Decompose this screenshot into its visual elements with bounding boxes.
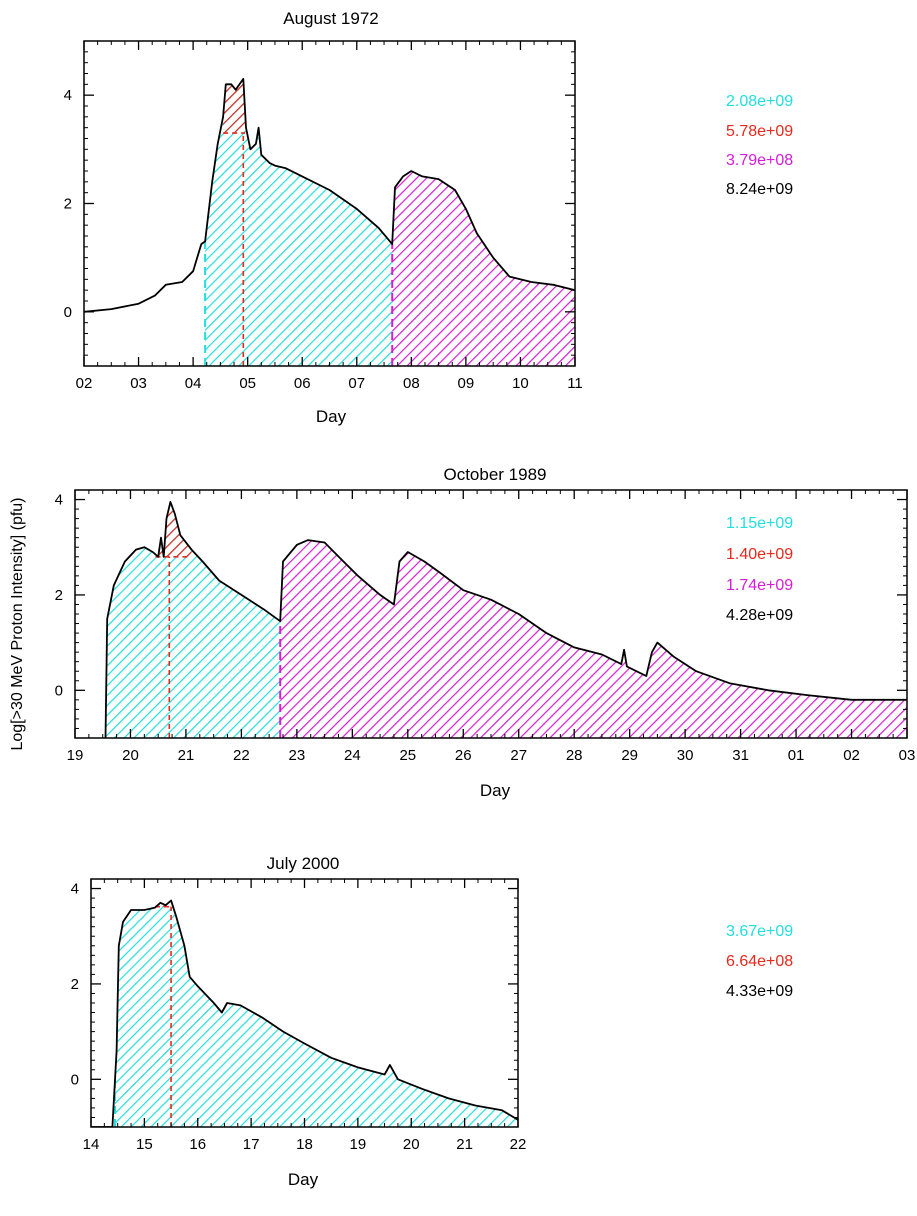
y-tick-label: 2	[71, 976, 79, 993]
y-tick-label: 0	[55, 682, 63, 699]
chart-panel-aug-1972: August 1972 Day 2.08e+09 5.78e+09 3.79e+…	[64, 9, 794, 426]
x-tick-label: 14	[83, 1136, 100, 1153]
x-tick-label: 18	[296, 1136, 313, 1153]
y-tick-label: 0	[71, 1071, 79, 1088]
x-tick-label: 02	[76, 375, 93, 392]
x-tick-label: 20	[403, 1136, 420, 1153]
x-tick-label: 29	[621, 747, 638, 764]
legend-entry: 4.28e+09	[726, 607, 793, 624]
shared-y-axis-label: Log[>30 MeV Proton Intensity] (pfu)	[9, 497, 26, 750]
plot-area	[91, 899, 518, 1127]
chart-title: July 2000	[267, 854, 340, 873]
y-tick-label: 4	[64, 87, 72, 104]
x-tick-label: 01	[788, 747, 805, 764]
x-tick-label: 25	[399, 747, 416, 764]
x-tick-label: 17	[243, 1136, 260, 1153]
chart-panel-jul-2000: July 2000 Day 3.67e+09 6.64e+08 4.33e+09…	[71, 854, 794, 1189]
legend-entry: 1.74e+09	[726, 577, 793, 594]
chart-title: October 1989	[443, 465, 546, 484]
legend-entry: 8.24e+09	[726, 181, 793, 198]
chart-panel-oct-1989: October 1989 Day 1.15e+09 1.40e+09 1.74e…	[55, 465, 916, 800]
x-tick-label: 21	[178, 747, 195, 764]
chart-title: August 1972	[283, 9, 378, 28]
x-tick-label: 19	[350, 1136, 367, 1153]
x-tick-label: 26	[455, 747, 472, 764]
cyan-hatched-area	[105, 501, 281, 738]
cyan-hatched-area	[115, 900, 518, 1127]
x-tick-label: 10	[512, 375, 529, 392]
legend: 3.67e+09 6.64e+08 4.33e+09	[726, 923, 793, 1000]
legend-entry: 6.64e+08	[726, 953, 793, 970]
legend-entry: 1.40e+09	[726, 546, 793, 563]
legend: 1.15e+09 1.40e+09 1.74e+09 4.28e+09	[726, 515, 793, 624]
x-tick-label: 22	[233, 747, 250, 764]
x-tick-label: 22	[510, 1136, 527, 1153]
x-tick-label: 31	[732, 747, 749, 764]
x-tick-label: 23	[289, 747, 306, 764]
intensity-curve	[84, 78, 575, 313]
x-tick-label: 09	[458, 375, 475, 392]
x-tick-label: 16	[189, 1136, 206, 1153]
x-axis-label: Day	[480, 781, 511, 800]
legend-entry: 3.79e+08	[726, 152, 793, 169]
x-tick-label: 03	[899, 747, 916, 764]
cyan-hatched-area	[205, 78, 393, 366]
x-axis-label: Day	[316, 407, 347, 426]
x-tick-label: 03	[130, 375, 147, 392]
x-tick-label: 02	[843, 747, 860, 764]
x-tick-label: 15	[136, 1136, 153, 1153]
y-tick-label: 2	[64, 196, 72, 213]
plot-area	[104, 501, 907, 738]
y-tick-label: 2	[55, 587, 63, 604]
legend-entry: 2.08e+09	[726, 93, 793, 110]
x-tick-label: 19	[67, 747, 84, 764]
legend-entry: 4.33e+09	[726, 983, 793, 1000]
legend: 2.08e+09 5.78e+09 3.79e+08 8.24e+09	[726, 93, 793, 198]
x-tick-label: 28	[566, 747, 583, 764]
x-tick-label: 06	[294, 375, 311, 392]
legend-entry: 3.67e+09	[726, 923, 793, 940]
x-tick-label: 05	[239, 375, 256, 392]
x-tick-label: 27	[510, 747, 527, 764]
x-tick-label: 11	[567, 375, 583, 392]
x-tick-label: 30	[677, 747, 694, 764]
plot-area	[84, 78, 575, 366]
magenta-hatched-area	[392, 171, 575, 366]
red-hatched-area	[155, 501, 192, 557]
y-tick-label: 0	[64, 304, 72, 321]
legend-entry: 1.15e+09	[726, 515, 793, 532]
intensity-curve	[91, 899, 518, 1127]
y-tick-label: 4	[55, 492, 63, 509]
x-axis-label: Day	[288, 1170, 319, 1189]
x-tick-label: 08	[403, 375, 420, 392]
y-tick-label: 4	[71, 881, 79, 898]
x-tick-label: 04	[185, 375, 202, 392]
x-tick-label: 24	[344, 747, 361, 764]
x-tick-label: 21	[456, 1136, 473, 1153]
legend-entry: 5.78e+09	[726, 123, 793, 140]
red-hatched-area	[155, 900, 174, 907]
red-hatched-area	[223, 78, 245, 134]
intensity-curve	[104, 501, 907, 738]
x-tick-label: 20	[122, 747, 139, 764]
x-tick-label: 07	[348, 375, 365, 392]
magenta-hatched-area	[280, 540, 907, 738]
